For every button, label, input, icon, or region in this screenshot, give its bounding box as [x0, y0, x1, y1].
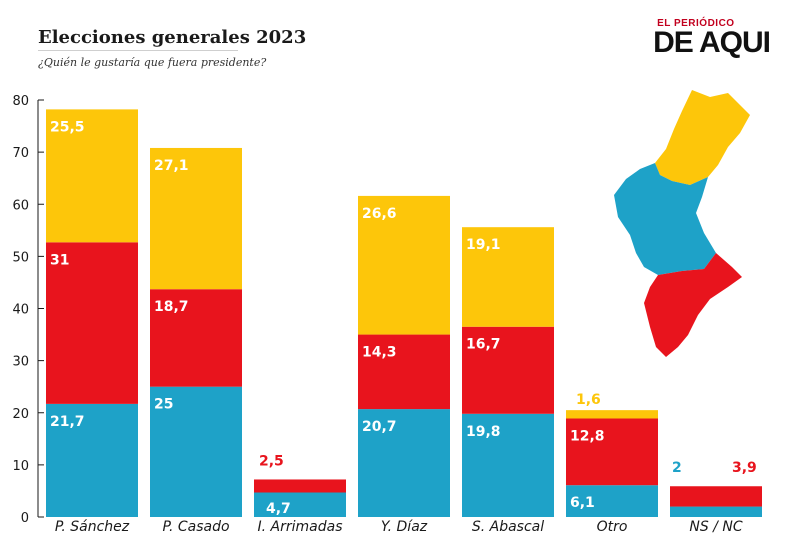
bar-segment: [670, 506, 762, 517]
y-tick-label: 80: [12, 94, 29, 109]
valencia-region-map: [614, 90, 750, 357]
y-tick-label: 0: [21, 511, 29, 526]
map-region-south: [644, 253, 742, 357]
data-label: 14,3: [362, 345, 397, 361]
data-label: 20,7: [362, 419, 397, 435]
data-label: 27,1: [154, 158, 189, 174]
data-label: 21,7: [50, 414, 85, 430]
bar-segment: [150, 289, 242, 387]
bar-segment: [150, 147, 242, 290]
y-tick-label: 50: [12, 250, 29, 265]
bar-segment: [150, 386, 242, 517]
bar-segment: [566, 485, 658, 517]
data-label: 18,7: [154, 299, 189, 315]
y-tick-label: 30: [12, 355, 29, 370]
data-label: 1,6: [576, 392, 601, 408]
bar-segment: [670, 486, 762, 507]
x-category-label: P. Casado: [162, 519, 229, 535]
bar-segment: [462, 227, 554, 327]
bar-segment: [566, 410, 658, 419]
x-category-label: I. Arrimadas: [258, 519, 343, 535]
title-divider: [38, 50, 238, 51]
bar-segment: [46, 109, 138, 243]
bar-segment: [46, 403, 138, 517]
data-label: 16,7: [466, 337, 501, 353]
x-category-label: S. Abascal: [472, 519, 544, 535]
bar-segment: [358, 334, 450, 410]
y-tick-label: 10: [12, 459, 29, 474]
y-tick-label: 60: [12, 198, 29, 213]
brand-logo-small: EL PERIÓDICO: [657, 18, 735, 29]
data-label: 26,6: [362, 206, 397, 222]
chart-title: Elecciones generales 2023: [38, 27, 307, 48]
data-label: 2,5: [259, 453, 284, 469]
brand-logo-big: DE AQUI: [653, 26, 771, 59]
bar-segment: [254, 492, 346, 517]
data-label: 2: [672, 460, 682, 476]
map-region-center: [614, 163, 716, 275]
x-category-label: NS / NC: [689, 519, 742, 535]
map-region-north: [655, 90, 750, 185]
bar-segment: [358, 195, 450, 335]
bar-segment: [462, 326, 554, 414]
bar-segment: [462, 413, 554, 517]
chart-subtitle: ¿Quién le gustaría que fuera presidente?: [38, 56, 267, 69]
x-category-label: Otro: [597, 519, 628, 535]
x-category-label: P. Sánchez: [55, 519, 130, 535]
bar-segment: [254, 479, 346, 493]
data-label: 31: [50, 252, 69, 268]
y-tick-label: 40: [12, 303, 29, 318]
data-label: 3,9: [732, 460, 757, 476]
data-label: 19,8: [466, 424, 501, 440]
y-tick-label: 20: [12, 407, 29, 422]
brand-logo: EL PERIÓDICO DE AQUI: [653, 18, 771, 59]
data-label: 4,7: [266, 501, 291, 517]
data-label: 25,5: [50, 119, 85, 135]
bar-segment: [358, 409, 450, 517]
bar-segment: [46, 242, 138, 404]
x-category-label: Y. Díaz: [381, 519, 428, 535]
data-label: 6,1: [570, 495, 595, 511]
y-tick-label: 70: [12, 146, 29, 161]
bar-segment: [566, 418, 658, 486]
data-label: 19,1: [466, 237, 501, 253]
data-label: 12,8: [570, 428, 605, 444]
data-label: 25: [154, 397, 173, 413]
